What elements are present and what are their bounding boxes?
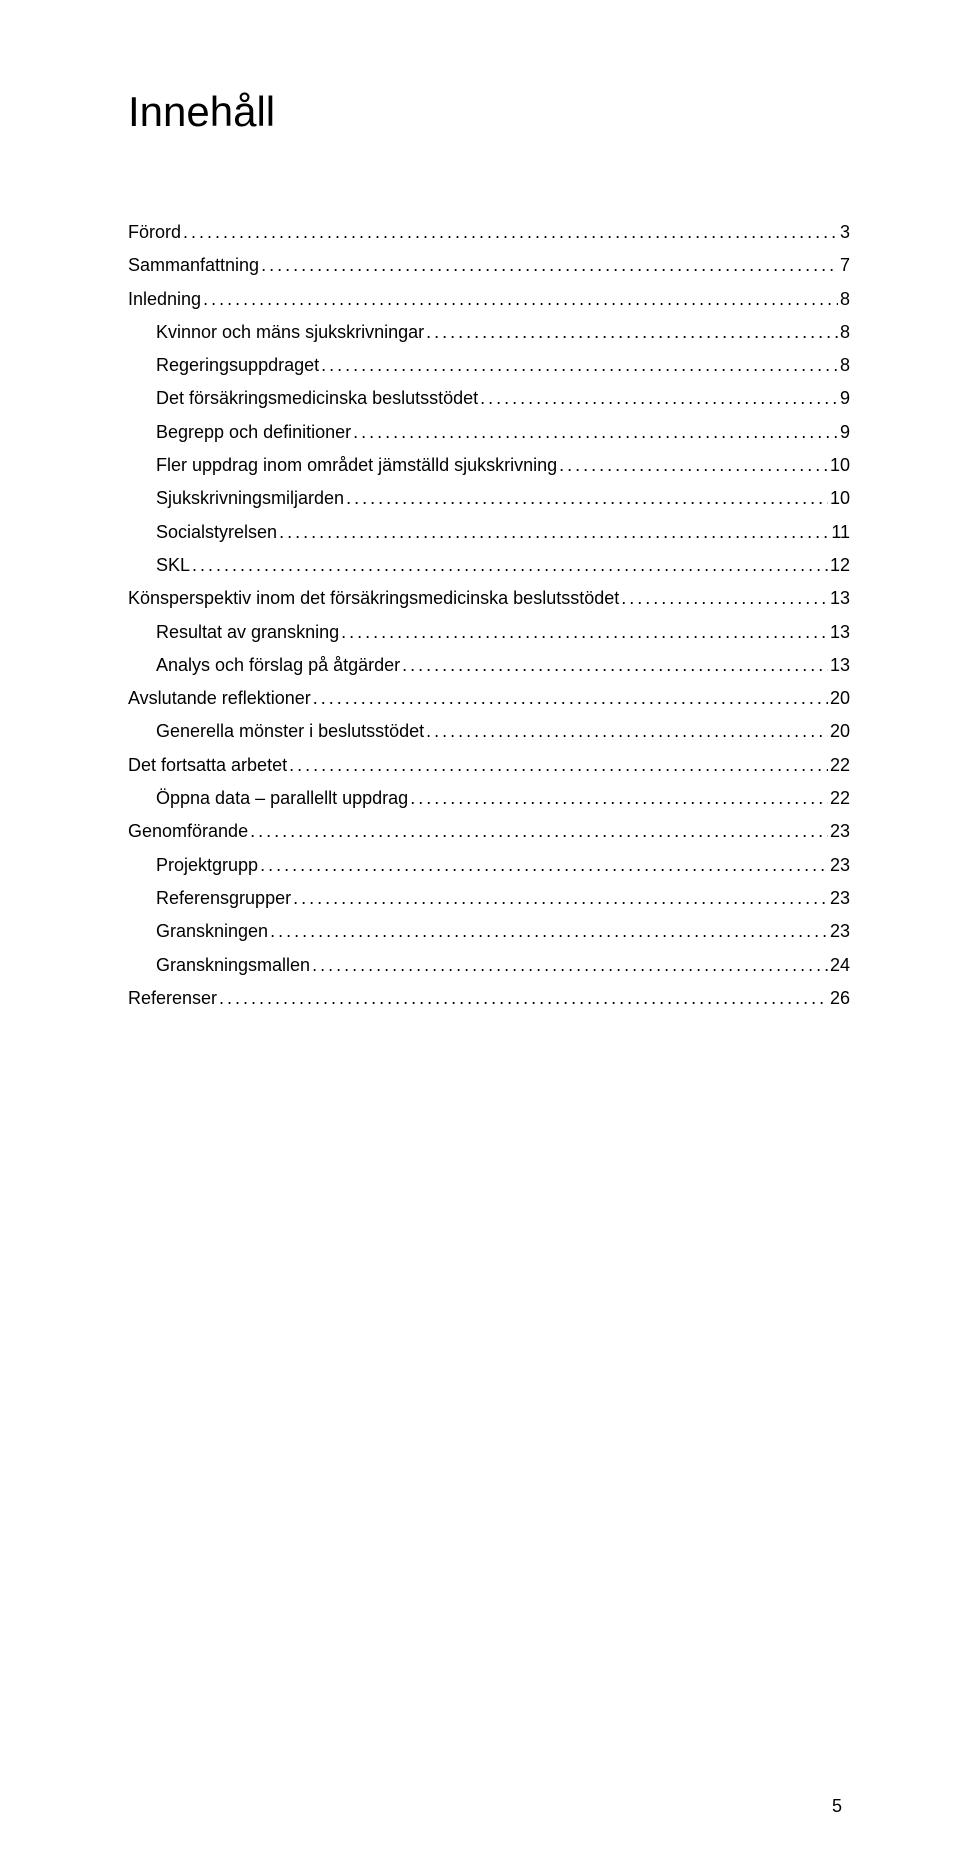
toc-page: 8	[840, 316, 850, 349]
toc-row: Genomförande 23	[128, 815, 850, 848]
toc-row: Kvinnor och mäns sjukskrivningar 8	[128, 316, 850, 349]
toc-row: Det fortsatta arbetet 22	[128, 749, 850, 782]
toc-leader-dots	[346, 482, 828, 515]
toc-row: Analys och förslag på åtgärder 13	[128, 649, 850, 682]
toc-leader-dots	[321, 349, 838, 382]
toc-leader-dots	[270, 915, 828, 948]
toc-row: Referenser 26	[128, 982, 850, 1015]
toc-row: Sjukskrivningsmiljarden 10	[128, 482, 850, 515]
toc-page: 10	[830, 449, 850, 482]
toc-row: Generella mönster i beslutsstödet 20	[128, 715, 850, 748]
toc-page: 23	[830, 915, 850, 948]
toc-label: Öppna data – parallellt uppdrag	[156, 782, 408, 815]
toc-row: Projektgrupp 23	[128, 849, 850, 882]
toc-leader-dots	[353, 416, 838, 449]
toc-leader-dots	[203, 283, 838, 316]
toc-leader-dots	[183, 216, 838, 249]
toc-leader-dots	[260, 849, 828, 882]
toc-row: Referensgrupper 23	[128, 882, 850, 915]
toc-row: Granskningsmallen 24	[128, 949, 850, 982]
toc-row: Fler uppdrag inom området jämställd sjuk…	[128, 449, 850, 482]
toc-row: Öppna data – parallellt uppdrag 22	[128, 782, 850, 815]
toc-page: 13	[830, 582, 850, 615]
toc-label: Generella mönster i beslutsstödet	[156, 715, 424, 748]
toc-row: Det försäkringsmedicinska beslutsstödet 9	[128, 382, 850, 415]
page-title: Innehåll	[128, 88, 850, 136]
toc-label: Förord	[128, 216, 181, 249]
toc-page: 8	[840, 349, 850, 382]
toc-leader-dots	[410, 782, 828, 815]
toc-page: 23	[830, 849, 850, 882]
toc-leader-dots	[192, 549, 828, 582]
toc-leader-dots	[426, 316, 838, 349]
toc-leader-dots	[250, 815, 828, 848]
toc-leader-dots	[261, 249, 838, 282]
toc-page: 10	[830, 482, 850, 515]
toc-label: Det fortsatta arbetet	[128, 749, 287, 782]
toc-label: Sammanfattning	[128, 249, 259, 282]
toc-page: 22	[830, 782, 850, 815]
toc-label: Begrepp och definitioner	[156, 416, 351, 449]
toc-page: 20	[830, 715, 850, 748]
toc-page: 3	[840, 216, 850, 249]
toc-row: Förord 3	[128, 216, 850, 249]
toc-label: Regeringsuppdraget	[156, 349, 319, 382]
toc-leader-dots	[219, 982, 828, 1015]
toc-leader-dots	[293, 882, 828, 915]
toc-row: Socialstyrelsen 11	[128, 516, 850, 549]
toc-page: 13	[830, 616, 850, 649]
toc-label: Resultat av granskning	[156, 616, 339, 649]
toc-page: 8	[840, 283, 850, 316]
toc-page: 22	[830, 749, 850, 782]
toc-row: Könsperspektiv inom det försäkringsmedic…	[128, 582, 850, 615]
toc-leader-dots	[289, 749, 828, 782]
toc-leader-dots	[402, 649, 828, 682]
toc-label: Analys och förslag på åtgärder	[156, 649, 400, 682]
toc-page: 13	[830, 649, 850, 682]
toc-label: Referenser	[128, 982, 217, 1015]
toc-label: Fler uppdrag inom området jämställd sjuk…	[156, 449, 557, 482]
toc-label: Granskningsmallen	[156, 949, 310, 982]
toc-row: SKL 12	[128, 549, 850, 582]
toc-page: 23	[830, 882, 850, 915]
toc-page: 9	[840, 416, 850, 449]
toc-row: Begrepp och definitioner 9	[128, 416, 850, 449]
toc-page: 20	[830, 682, 850, 715]
toc-leader-dots	[341, 616, 828, 649]
toc-page: 7	[840, 249, 850, 282]
toc-label: SKL	[156, 549, 190, 582]
toc-leader-dots	[279, 516, 829, 549]
toc-page: 23	[830, 815, 850, 848]
toc-leader-dots	[621, 582, 828, 615]
toc-label: Referensgrupper	[156, 882, 291, 915]
toc-page: 26	[830, 982, 850, 1015]
toc-leader-dots	[312, 949, 828, 982]
toc-leader-dots	[480, 382, 838, 415]
toc-label: Genomförande	[128, 815, 248, 848]
toc-label: Inledning	[128, 283, 201, 316]
toc-row: Inledning 8	[128, 283, 850, 316]
toc-label: Sjukskrivningsmiljarden	[156, 482, 344, 515]
toc-label: Socialstyrelsen	[156, 516, 277, 549]
toc-label: Kvinnor och mäns sjukskrivningar	[156, 316, 424, 349]
table-of-contents: Förord3Sammanfattning7Inledning8Kvinnor …	[128, 216, 850, 1015]
toc-row: Sammanfattning 7	[128, 249, 850, 282]
toc-row: Resultat av granskning 13	[128, 616, 850, 649]
toc-leader-dots	[313, 682, 828, 715]
toc-label: Det försäkringsmedicinska beslutsstödet	[156, 382, 478, 415]
toc-page: 9	[840, 382, 850, 415]
toc-leader-dots	[559, 449, 828, 482]
page-number: 5	[832, 1796, 842, 1817]
toc-row: Granskningen 23	[128, 915, 850, 948]
toc-page: 24	[830, 949, 850, 982]
toc-row: Regeringsuppdraget 8	[128, 349, 850, 382]
toc-label: Projektgrupp	[156, 849, 258, 882]
toc-page: 11	[831, 516, 850, 549]
toc-label: Granskningen	[156, 915, 268, 948]
toc-label: Könsperspektiv inom det försäkringsmedic…	[128, 582, 619, 615]
toc-label: Avslutande reflektioner	[128, 682, 311, 715]
toc-page: 12	[830, 549, 850, 582]
toc-leader-dots	[426, 715, 828, 748]
toc-row: Avslutande reflektioner 20	[128, 682, 850, 715]
